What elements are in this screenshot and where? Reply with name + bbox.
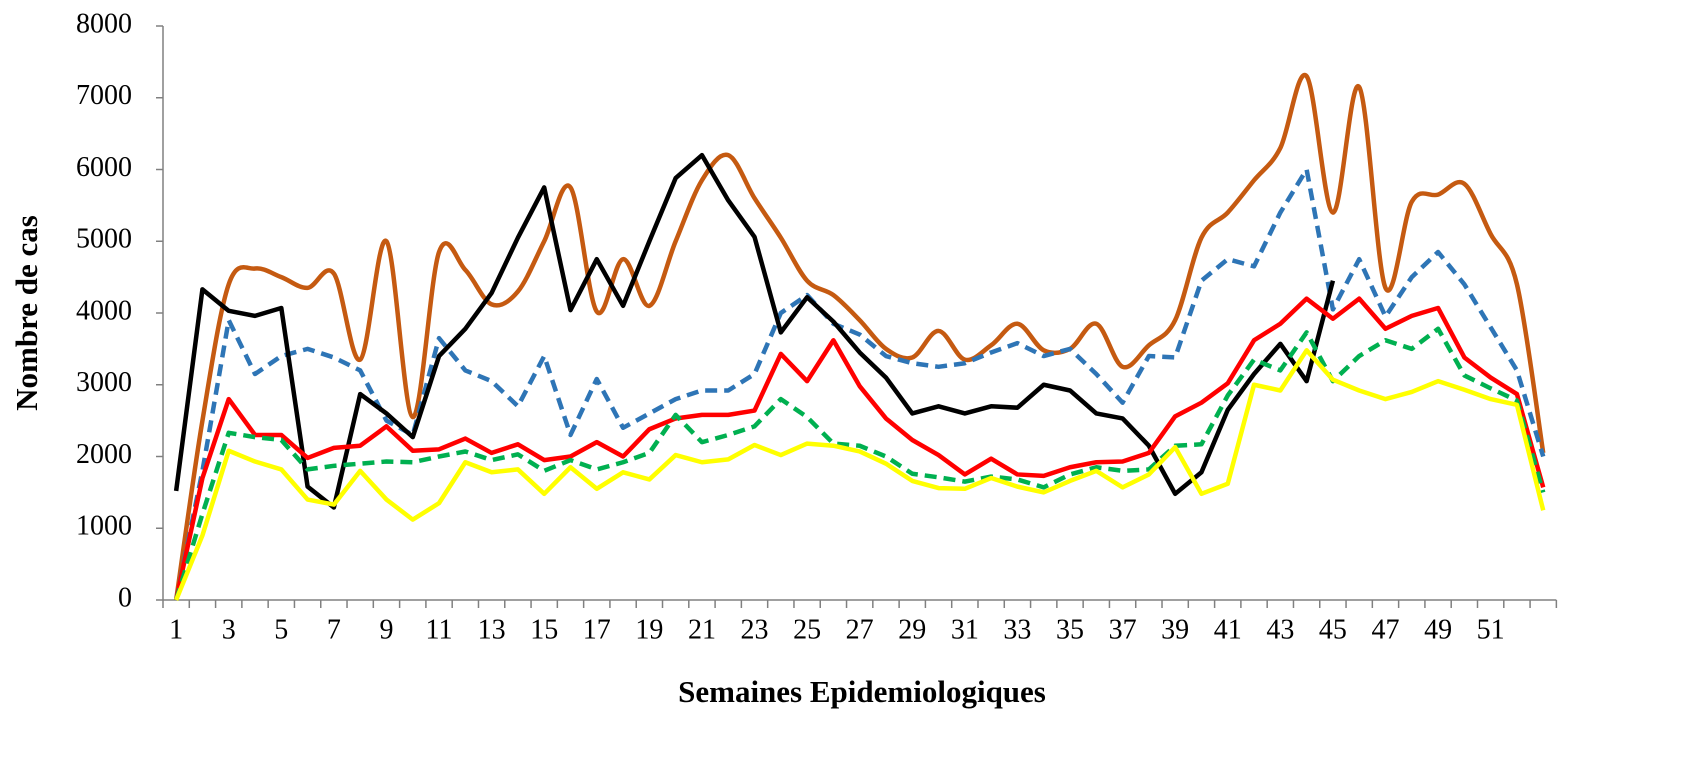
x-tick-label: 27 <box>846 614 874 645</box>
series-line <box>173 326 1546 601</box>
x-tick-label: 45 <box>1319 614 1347 645</box>
x-tick-label: 47 <box>1371 614 1399 645</box>
x-tick-label: 15 <box>530 614 558 645</box>
x-tick-label: 19 <box>635 614 663 645</box>
x-tick-label: 41 <box>1214 614 1242 645</box>
x-tick-label: 21 <box>688 614 716 645</box>
x-tick-label: 5 <box>274 614 288 645</box>
y-tick-label: 2000 <box>76 439 132 470</box>
y-tick-label: 7000 <box>76 80 132 111</box>
y-tick-label: 1000 <box>76 511 132 542</box>
x-tick-label: 51 <box>1477 614 1505 645</box>
x-tick-label: 9 <box>379 614 393 645</box>
x-tick-label: 37 <box>1109 614 1137 645</box>
x-tick-label: 31 <box>951 614 979 645</box>
x-tick-label: 49 <box>1424 614 1452 645</box>
x-tick-label: 33 <box>1003 614 1031 645</box>
x-tick-label: 35 <box>1056 614 1084 645</box>
y-tick-label: 6000 <box>76 152 132 183</box>
x-tick-label: 3 <box>222 614 236 645</box>
y-tick-label: 4000 <box>76 295 132 326</box>
x-tick-label: 23 <box>741 614 769 645</box>
y-tick-label: 5000 <box>76 224 132 255</box>
x-tick-label: 17 <box>583 614 611 645</box>
x-tick-label: 29 <box>898 614 926 645</box>
y-axis-title: Nombre de cas <box>9 215 44 411</box>
x-tick-label: 39 <box>1161 614 1189 645</box>
series-line <box>173 152 1336 510</box>
series-line <box>173 296 1546 601</box>
x-tick-label: 43 <box>1266 614 1294 645</box>
y-tick-label: 3000 <box>76 367 132 398</box>
x-tick-label: 11 <box>426 614 453 645</box>
series-line <box>173 72 1546 601</box>
x-tick-label: 25 <box>793 614 821 645</box>
y-tick-label: 8000 <box>76 8 132 39</box>
x-tick-label: 7 <box>327 614 341 645</box>
x-axis-title: Semaines Epidemiologiques <box>678 674 1046 709</box>
y-tick-label: 0 <box>118 582 132 613</box>
x-tick-label: 1 <box>169 614 183 645</box>
x-tick-label: 13 <box>478 614 506 645</box>
series-line <box>174 348 1546 601</box>
